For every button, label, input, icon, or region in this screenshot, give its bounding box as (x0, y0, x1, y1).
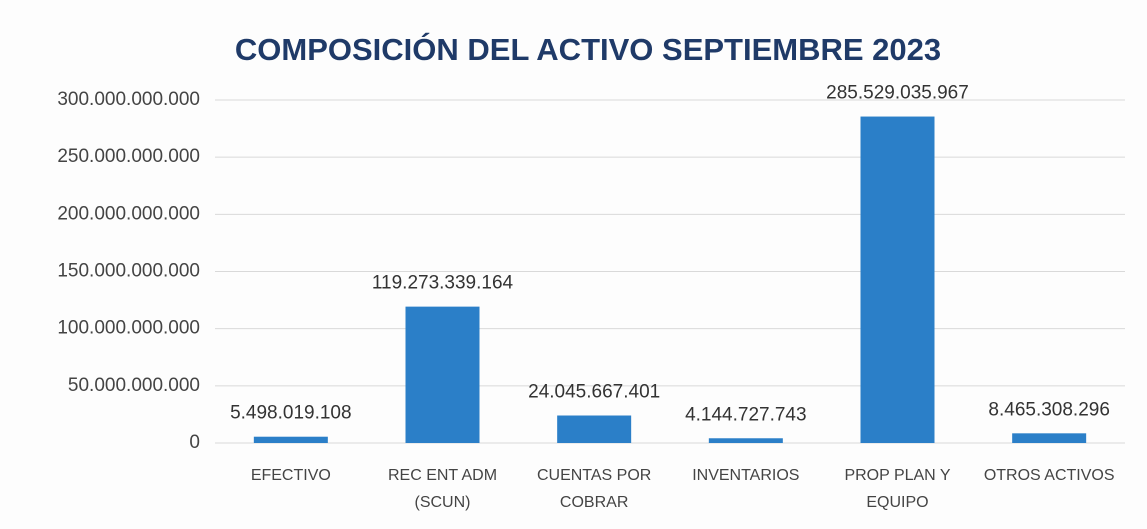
y-tick-label: 300.000.000.000 (57, 89, 200, 110)
y-tick-label: 200.000.000.000 (57, 203, 200, 224)
x-tick-label: OTROS ACTIVOS (983, 467, 1115, 484)
data-label: 8.465.308.296 (988, 399, 1110, 420)
chart-title: COMPOSICIÓN DEL ACTIVO SEPTIEMBRE 2023 (235, 31, 941, 67)
y-tick-label: 50.000.000.000 (68, 375, 200, 396)
x-tick-label: EFECTIVO (250, 467, 331, 484)
y-tick-label: 250.000.000.000 (57, 146, 200, 167)
data-label: 24.045.667.401 (528, 382, 660, 403)
y-tick-label: 150.000.000.000 (57, 261, 200, 282)
y-tick-label: 100.000.000.000 (57, 318, 200, 339)
data-label: 4.144.727.743 (685, 404, 807, 425)
bar (253, 436, 328, 443)
bar (557, 415, 632, 443)
y-tick-label: 0 (189, 432, 200, 453)
x-tick-label: INVENTARIOS (692, 467, 800, 484)
data-label: 5.498.019.108 (230, 403, 352, 424)
x-tick-label: CUENTAS POR COBRAR (536, 467, 652, 511)
data-label: 285.529.035.967 (826, 83, 969, 104)
bar (1012, 433, 1087, 443)
x-tick-label: PROP PLAN Y EQUIPO (844, 467, 951, 511)
x-tick-label: REC ENT ADM (SCUN) (387, 467, 498, 511)
bar (860, 116, 935, 443)
bar (708, 438, 783, 443)
bar (405, 306, 480, 443)
data-label: 119.273.339.164 (372, 273, 514, 294)
